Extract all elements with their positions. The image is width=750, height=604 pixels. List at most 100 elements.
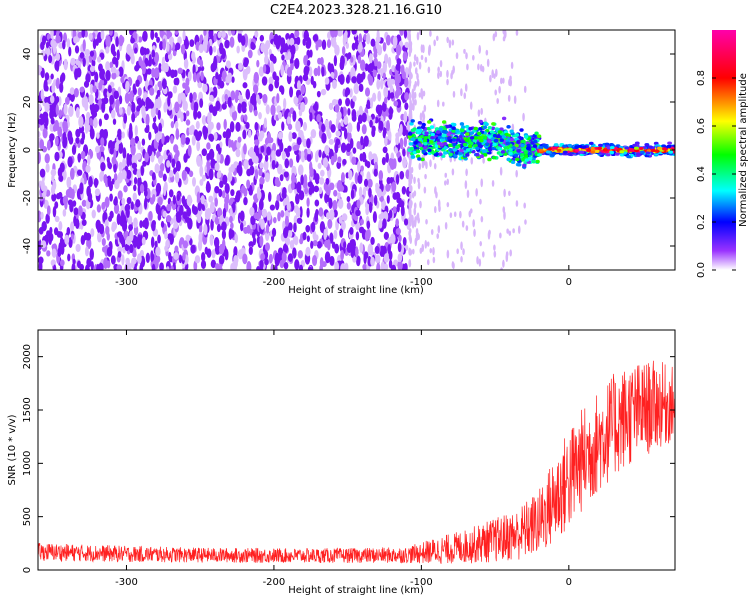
heat-cell	[404, 92, 410, 101]
heat-cell	[242, 129, 247, 140]
heat-cell	[409, 61, 412, 70]
heat-cell	[286, 201, 291, 211]
heat-cell	[574, 145, 580, 150]
heat-cell	[123, 113, 128, 124]
heat-cell	[259, 259, 264, 270]
heat-cell	[259, 34, 265, 42]
heat-cell	[502, 259, 505, 268]
heat-cell	[333, 55, 338, 67]
heat-cell	[50, 117, 55, 125]
heat-cell	[521, 139, 526, 144]
heat-cell	[69, 87, 75, 95]
heat-cell	[150, 236, 155, 248]
heat-cell	[190, 244, 196, 254]
heat-cell	[309, 112, 313, 122]
heat-cell	[383, 263, 389, 270]
heat-cell	[231, 110, 238, 121]
heat-cell	[118, 107, 123, 115]
heat-cell	[421, 161, 425, 169]
heat-cell	[305, 224, 311, 233]
heat-cell	[318, 207, 324, 217]
heat-cell	[146, 68, 152, 75]
heat-cell	[86, 56, 90, 67]
heat-cell	[196, 213, 202, 224]
heat-cell	[448, 148, 453, 152]
heat-cell	[355, 209, 361, 217]
heat-cell	[277, 111, 283, 120]
heat-cell	[380, 261, 385, 270]
heat-cell	[44, 115, 49, 127]
heat-cell	[133, 217, 138, 229]
heat-cell	[38, 227, 44, 235]
heat-cell	[173, 78, 178, 86]
heat-cell	[287, 51, 292, 61]
heat-cell	[274, 254, 280, 267]
heat-cell	[249, 165, 255, 176]
heat-cell	[339, 73, 345, 85]
heat-cell	[260, 42, 266, 53]
heat-cell	[321, 66, 325, 77]
heat-cell	[50, 168, 57, 177]
heat-cell	[472, 54, 475, 61]
heat-cell	[581, 145, 587, 149]
heat-cell	[276, 92, 280, 104]
heat-cell	[293, 95, 299, 105]
heat-cell	[402, 237, 407, 246]
heat-cell	[154, 84, 158, 93]
heat-cell	[242, 82, 248, 89]
heat-cell	[260, 145, 265, 153]
heat-cell	[107, 160, 111, 169]
heat-cell	[218, 188, 223, 198]
heat-cell	[40, 70, 45, 77]
heat-cell	[275, 180, 281, 187]
heat-cell	[459, 122, 465, 126]
heat-cell	[609, 145, 615, 150]
heat-cell	[201, 148, 208, 157]
heat-cell	[423, 104, 427, 113]
heat-cell	[386, 120, 390, 132]
heat-cell	[242, 68, 249, 77]
heat-cell	[165, 135, 170, 143]
heat-cell	[154, 163, 160, 174]
y-tick-label: 1500	[22, 397, 33, 422]
heat-cell	[309, 166, 314, 178]
heat-cell	[293, 222, 297, 233]
heat-cell	[261, 76, 268, 86]
heat-cell	[522, 112, 525, 122]
colorbar-tick-label: 0.8	[696, 70, 707, 86]
heat-cell	[460, 128, 465, 133]
heat-cell	[321, 132, 327, 144]
heat-cell	[409, 185, 413, 193]
heat-cell	[372, 92, 377, 102]
heat-cell	[528, 156, 533, 161]
heat-cell	[524, 158, 530, 162]
heat-cell	[245, 88, 251, 100]
heat-cell	[477, 63, 480, 71]
heat-cell	[38, 210, 42, 223]
heat-cell	[370, 113, 375, 120]
heat-cell	[119, 233, 123, 243]
heat-cell	[629, 148, 635, 152]
heat-cell	[299, 237, 304, 245]
heat-cell	[523, 150, 528, 155]
heat-cell	[254, 139, 260, 146]
heat-cell	[354, 172, 359, 185]
heat-cell	[460, 125, 466, 129]
heat-cell	[88, 54, 93, 63]
heat-cell	[515, 200, 519, 207]
heat-cell	[38, 152, 41, 164]
heat-cell	[96, 56, 102, 63]
heat-cell	[476, 256, 479, 265]
y-tick-label: 1000	[22, 451, 33, 476]
heat-cell	[211, 249, 216, 259]
heat-cell	[403, 136, 407, 148]
heat-cell	[81, 131, 86, 141]
heat-cell	[421, 110, 425, 119]
heat-cell	[473, 144, 478, 148]
heat-cell	[465, 153, 470, 157]
heat-cell	[479, 138, 484, 143]
heat-cell	[52, 124, 57, 132]
heat-cell	[315, 208, 319, 217]
heat-cell	[174, 101, 180, 113]
heat-cell	[510, 61, 514, 70]
